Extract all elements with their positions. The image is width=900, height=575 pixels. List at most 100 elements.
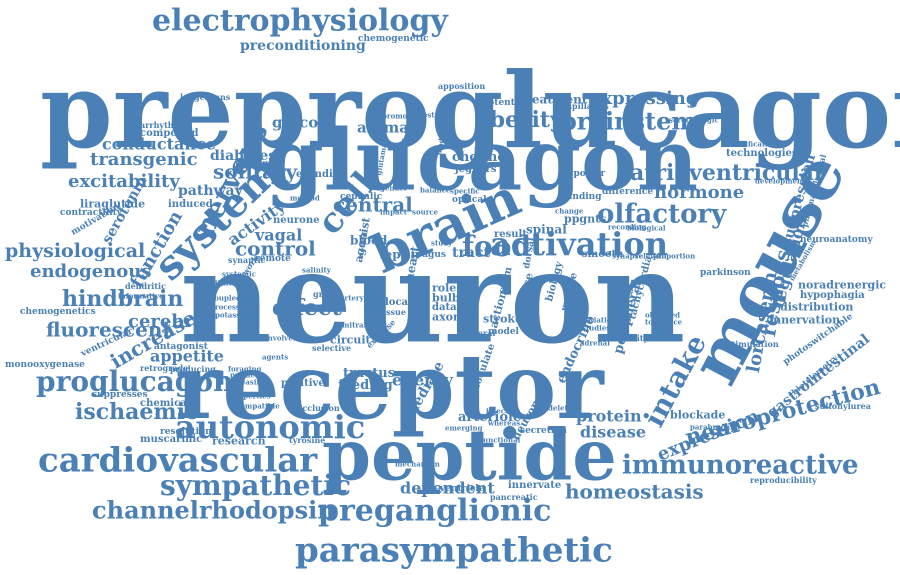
- word-electrophysiology: electrophysiology: [152, 3, 448, 39]
- word-langerhans: langerhans: [180, 91, 231, 102]
- word-lateral: lateral: [466, 327, 496, 338]
- word-apposition: apposition: [438, 80, 486, 91]
- word-impact: impact: [380, 207, 407, 217]
- word-immunoreactive: immunoreactive: [622, 450, 859, 481]
- word-chemogenetic: chemogenetic: [358, 33, 429, 44]
- word-involved: involved: [265, 333, 298, 343]
- word-funding: funding: [562, 191, 602, 202]
- word-liraglutide: liraglutide: [80, 197, 146, 211]
- word-agents: agents: [262, 352, 289, 362]
- word-smooth: smooth: [582, 249, 624, 261]
- word-optical: optical: [452, 194, 487, 205]
- word-remote: remote: [255, 253, 291, 264]
- word-appetite: appetite: [150, 346, 224, 366]
- word-stroke: stroke: [483, 312, 523, 326]
- word-research: research: [212, 434, 266, 448]
- word-reproducibility: reproducibility: [750, 474, 817, 485]
- word-treatment: treatment: [520, 92, 588, 107]
- word-activation: activation: [490, 225, 669, 264]
- word-brainstem: brainstem: [560, 106, 697, 136]
- word-sympathetic: sympathetic: [160, 469, 352, 503]
- word-deletion: deletion: [548, 403, 581, 413]
- word-conductance: conductance: [102, 134, 216, 154]
- word-source: source: [412, 207, 439, 217]
- word-study: study: [431, 238, 453, 248]
- word-parabrachial: parabrachial: [690, 422, 740, 432]
- word-homeostasis: homeostasis: [565, 479, 704, 504]
- word-preconditioning: preconditioning: [240, 38, 366, 55]
- word-control: control: [235, 236, 316, 261]
- word-satiation: satiation: [582, 315, 617, 325]
- word-capillaries: capillaries: [562, 100, 609, 111]
- word-balance: balance: [420, 185, 451, 195]
- word-positive: positive: [281, 378, 325, 390]
- word-tractus: tractus: [343, 365, 395, 381]
- word-suppresses: suppresses: [92, 389, 148, 400]
- word-specific: specific: [450, 186, 480, 196]
- word-channelrhodopsin: channelrhodopsin: [92, 495, 335, 525]
- word-difference: difference: [602, 186, 654, 197]
- word-effect: effect: [272, 294, 342, 321]
- word-solitary: solitary: [213, 159, 298, 184]
- word-group: group: [313, 288, 340, 299]
- word-pancreatic: pancreatic: [490, 491, 538, 502]
- word-contractility: contractility: [60, 207, 123, 218]
- word-noradrenergic: noradrenergic: [798, 278, 887, 292]
- word-controlling: controlling: [237, 159, 281, 169]
- word-energy: energy: [392, 370, 453, 390]
- word-olfactory: olfactory: [597, 199, 727, 230]
- word-pituitary: pituitary: [210, 278, 245, 288]
- word-cephalic: cephalic: [340, 191, 383, 202]
- word-synapse: synapse: [612, 251, 643, 261]
- word-transgenic: transgenic: [90, 148, 198, 170]
- word-expressing: expressing: [590, 87, 699, 109]
- word-antagonist: antagonist: [154, 341, 208, 352]
- word-prolactin: prolactin: [230, 370, 266, 380]
- word-properties: properties: [230, 391, 271, 401]
- word-arrhythmia: arrhythmia: [140, 119, 191, 130]
- word-retrograde: retrograde: [140, 362, 189, 373]
- word-local: local: [385, 297, 412, 309]
- word-blood: blood: [350, 233, 388, 248]
- word-secretion: secretion: [520, 425, 567, 436]
- word-parasympathetic: parasympathetic: [295, 530, 613, 571]
- word-studies: studies: [582, 323, 611, 333]
- word-technologies: technologies: [726, 148, 798, 160]
- word-monooxygenase: monooxygenase: [5, 359, 85, 370]
- word-hypophagia: hypophagia: [800, 290, 865, 302]
- word-development: development: [755, 176, 806, 186]
- word-biological: biological: [627, 223, 666, 233]
- word-cerebral: cerebral: [128, 310, 212, 332]
- word-distribution: distribution: [780, 300, 854, 314]
- word-parkinson: parkinson: [700, 267, 751, 278]
- word-systemic: systemic: [222, 269, 256, 279]
- word-observed: observed: [645, 310, 681, 320]
- word-ischaemic: ischaemic: [75, 398, 199, 425]
- word-injection: injection: [486, 406, 521, 416]
- word-salinity: salinity: [302, 265, 331, 275]
- word-compatible: compatible: [236, 401, 280, 411]
- word-tyrosine: tyrosine: [289, 434, 326, 445]
- word-identification: identification: [725, 139, 778, 149]
- word-vagus: vagus: [417, 249, 446, 260]
- word-potential: potential: [482, 97, 528, 108]
- word-pathway: pathway: [178, 183, 243, 200]
- word-receptor: receptor: [175, 333, 604, 440]
- word-reporter: reporter: [563, 168, 606, 179]
- word-feeding: feeding: [338, 377, 393, 393]
- word-exendin: exendin: [296, 169, 341, 181]
- word-fluorescent: fluorescent: [46, 317, 172, 342]
- word-occlusion: occlusion: [297, 402, 340, 413]
- word-functional: functional: [480, 435, 521, 445]
- word-neurone: neurone: [273, 215, 320, 227]
- word-central: central: [333, 192, 413, 217]
- word-data: data: [432, 302, 457, 314]
- word-animal: animal: [357, 118, 415, 137]
- word-releasing: releasing: [230, 377, 267, 387]
- word-promoter: promoter: [382, 111, 419, 121]
- word-preproglucagon: preproglucagon: [40, 48, 900, 172]
- word-neuroanatomy: neuroanatomy: [800, 234, 873, 245]
- word-intestinal: intestinal: [412, 110, 450, 120]
- word-arteriole: arteriole: [458, 409, 522, 425]
